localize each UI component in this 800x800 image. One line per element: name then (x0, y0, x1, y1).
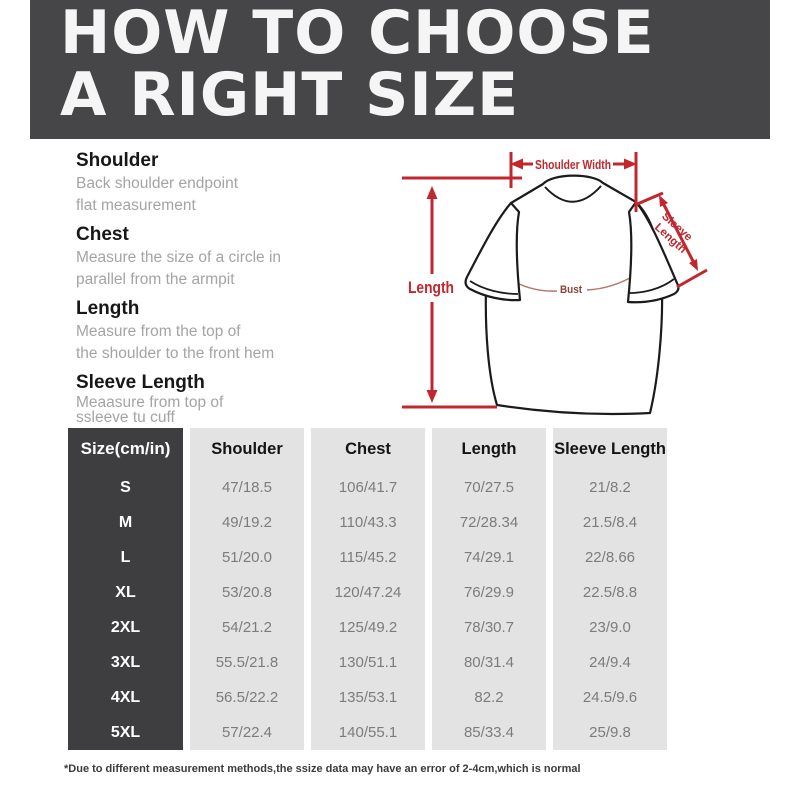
measurement-cell: 120/47.24 (334, 584, 402, 601)
red-measure-marks (402, 152, 708, 409)
measurement-cell: 130/51.1 (338, 654, 398, 671)
size-label-cell: 3XL (110, 654, 141, 671)
measurement-cell: 25/9.8 (589, 724, 631, 741)
guide-section-line: Measure from the top of (76, 323, 241, 340)
size-table-column: Length 70/27.5 72/28.34 74/29.1 76/29.9 78/30… (432, 428, 546, 750)
red-arrowheads (426, 158, 698, 403)
measurement-cell: 57/22.4 (221, 724, 273, 741)
measurement-cell: 21.5/8.4 (582, 514, 638, 531)
tshirt-measure-diagram: Bust Shoulder Width Length Sleev (402, 152, 708, 416)
column-header: Sleeve Length (554, 440, 666, 458)
column-header: Shoulder (211, 440, 283, 458)
size-label-cell: S (120, 479, 131, 496)
collar-inner-line (544, 185, 602, 203)
measurement-cell: 49/19.2 (221, 514, 273, 531)
measurement-cell: 53/20.8 (221, 584, 273, 601)
shoulder-width-label: Shoulder Width (535, 157, 611, 172)
column-header: Size(cm/in) (80, 439, 171, 458)
guide-section-line: the shoulder to the front hem (76, 345, 275, 362)
measurement-cell: 24/9.4 (589, 654, 631, 671)
page-title-line2: A RIGHT SIZE (60, 60, 520, 130)
cuff-band-lines (469, 278, 675, 295)
size-label-cell: XL (115, 584, 136, 601)
guide-section-title: Chest (76, 224, 129, 245)
column-header: Chest (345, 440, 391, 458)
guide-section-line: ssleeve tu cuff (76, 409, 175, 426)
guide-section-line: Back shoulder endpoint (76, 175, 239, 192)
size-table: Size(cm/in) S M L XL 2XL 3XL 4XL 5XL Shoulder 47/1… (68, 428, 667, 750)
size-label-cell: 2XL (110, 619, 141, 636)
size-label-cell: M (118, 514, 133, 531)
measurement-cell: 82.2 (474, 689, 504, 706)
measurement-cell: 106/41.7 (338, 479, 398, 496)
size-label-cell: 5XL (110, 724, 141, 741)
measurement-cell: 80/31.4 (463, 654, 515, 671)
size-table-column: Chest 106/41.7 110/43.3 115/45.2 120/47.24 12… (311, 428, 425, 750)
measurement-cell: 70/27.5 (463, 479, 515, 496)
measurement-cell: 85/33.4 (463, 724, 515, 741)
measurement-cell: 24.5/9.6 (582, 689, 638, 706)
measurement-cell: 56.5/22.2 (215, 689, 279, 706)
measurement-cell: 22.5/8.8 (582, 584, 638, 601)
measurement-cell: 22/8.66 (584, 549, 636, 566)
guide-section-line: Meaasure from top of (76, 394, 224, 411)
size-table-column: Shoulder 47/18.5 49/19.2 51/20.0 53/20.8 54/2… (190, 428, 304, 750)
measurement-cell: 125/49.2 (338, 619, 398, 636)
measurement-cell: 110/43.3 (339, 514, 397, 531)
guide-section-title: Sleeve Length (76, 372, 205, 393)
guide-section-title: Length (76, 298, 140, 319)
page-title: HOW TO CHOOSE A RIGHT SIZE (30, 0, 770, 126)
tshirt-right-sleeve (626, 200, 680, 304)
measurement-cell: 23/9.0 (589, 619, 631, 636)
footnote: *Due to different measurement methods,th… (64, 763, 581, 775)
guide-section: Chest Measure the size of a circle in para… (76, 223, 396, 291)
guide-section-line: parallel from the armpit (76, 271, 235, 288)
measurement-cell: 47/18.5 (221, 479, 273, 496)
measurement-cell: 72/28.34 (459, 514, 519, 531)
measurement-cell: 54/21.2 (221, 619, 273, 636)
measurement-cell: 74/29.1 (463, 549, 515, 566)
guide-section: Shoulder Back shoulder endpoint flat measu… (76, 149, 396, 217)
guide-section-line: Measure the size of a circle in (76, 249, 282, 266)
measurement-cell: 135/53.1 (338, 689, 398, 706)
column-header: Length (461, 440, 517, 458)
size-label-cell: 4XL (110, 689, 141, 706)
measure-guide: Shoulder Back shoulder endpoint flat measu… (76, 149, 396, 425)
measurement-cell: 115/45.2 (339, 549, 397, 566)
length-label: Length (408, 279, 454, 297)
measurement-cell: 140/55.1 (338, 724, 398, 741)
size-table-column: Sleeve Length 21/8.2 21.5/8.4 22/8.66 22.5/8… (553, 428, 667, 750)
measurement-cell: 51/20.0 (221, 549, 273, 566)
measurement-cell: 55.5/21.8 (215, 654, 279, 671)
guide-section-line: flat measurement (76, 197, 196, 214)
title-banner: HOW TO CHOOSE A RIGHT SIZE (30, 0, 770, 139)
page-title-line1: HOW TO CHOOSE (60, 0, 655, 68)
guide-section-title: Shoulder (76, 150, 159, 171)
guide-section: Length Measure from the top of the shoulde… (76, 297, 396, 365)
tshirt-left-sleeve (464, 201, 522, 302)
measurement-cell: 76/29.9 (463, 584, 515, 601)
size-table-label-column: Size(cm/in) S M L XL 2XL 3XL 4XL 5XL (68, 428, 183, 750)
measurement-cell: 21/8.2 (589, 479, 631, 496)
size-label-cell: L (120, 549, 131, 566)
bust-label: Bust (560, 284, 582, 296)
guide-section: Sleeve Length Meaasure from top of ssleeve… (76, 371, 396, 425)
measurement-cell: 78/30.7 (463, 619, 515, 636)
